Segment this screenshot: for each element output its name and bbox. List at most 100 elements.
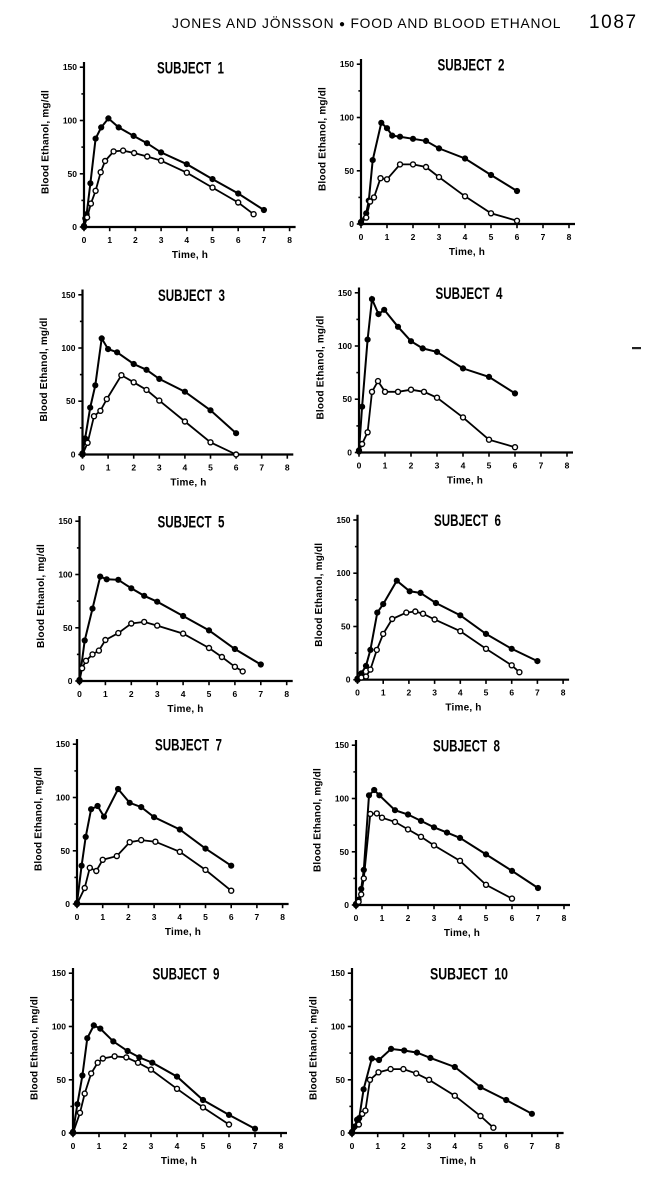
svg-text:0: 0 (350, 1141, 355, 1151)
svg-text:50: 50 (341, 622, 351, 632)
svg-text:1: 1 (100, 912, 105, 922)
svg-text:Time, h: Time, h (167, 704, 203, 715)
svg-text:Time, h: Time, h (170, 478, 206, 489)
svg-text:0: 0 (346, 675, 351, 685)
svg-text:0: 0 (77, 689, 82, 699)
svg-text:7: 7 (259, 463, 264, 473)
svg-text:1: 1 (375, 1141, 380, 1151)
svg-text:SUBJECT 2: SUBJECT 2 (438, 57, 505, 75)
svg-text:2: 2 (131, 463, 136, 473)
svg-text:SUBJECT 6: SUBJECT 6 (434, 512, 501, 530)
svg-text:8: 8 (555, 1141, 560, 1151)
svg-text:7: 7 (258, 689, 263, 699)
svg-text:3: 3 (152, 912, 157, 922)
svg-text:50: 50 (66, 396, 76, 406)
svg-text:2: 2 (411, 232, 416, 242)
svg-text:3: 3 (149, 1141, 154, 1151)
svg-text:SUBJECT 8: SUBJECT 8 (433, 738, 500, 756)
svg-text:Blood Ethanol, mg/dl: Blood Ethanol, mg/dl (36, 544, 47, 648)
svg-text:Blood Ethanol, mg/dl: Blood Ethanol, mg/dl (314, 543, 325, 647)
svg-text:0: 0 (359, 232, 364, 242)
svg-text:8: 8 (287, 235, 292, 245)
svg-text:Blood Ethanol, mg/dl: Blood Ethanol, mg/dl (318, 87, 329, 191)
svg-text:7: 7 (541, 232, 546, 242)
svg-text:150: 150 (61, 290, 75, 300)
svg-text:6: 6 (227, 1141, 232, 1151)
svg-text:Time, h: Time, h (165, 927, 201, 938)
svg-text:Blood Ethanol, mg/dl: Blood Ethanol, mg/dl (316, 315, 327, 419)
svg-text:8: 8 (561, 688, 566, 698)
svg-text:8: 8 (567, 232, 572, 242)
svg-text:5: 5 (210, 235, 215, 245)
svg-text:0: 0 (61, 1128, 66, 1138)
svg-text:1: 1 (385, 232, 390, 242)
svg-text:150: 150 (335, 740, 349, 750)
svg-text:100: 100 (336, 568, 350, 578)
svg-text:0: 0 (357, 461, 362, 471)
svg-text:7: 7 (536, 913, 541, 923)
svg-text:0: 0 (75, 912, 80, 922)
svg-text:4: 4 (452, 1141, 457, 1151)
svg-text:5: 5 (484, 688, 489, 698)
svg-text:100: 100 (331, 1022, 345, 1032)
svg-text:50: 50 (63, 623, 73, 633)
svg-text:6: 6 (504, 1141, 509, 1151)
svg-text:5: 5 (208, 463, 213, 473)
svg-text:8: 8 (279, 1141, 284, 1151)
svg-text:2: 2 (409, 461, 414, 471)
svg-text:50: 50 (68, 169, 78, 179)
svg-text:2: 2 (401, 1141, 406, 1151)
svg-text:3: 3 (155, 689, 160, 699)
svg-text:Blood Ethanol, mg/dl: Blood Ethanol, mg/dl (30, 996, 41, 1100)
svg-text:SUBJECT 9: SUBJECT 9 (153, 966, 220, 984)
svg-text:Blood Ethanol, mg/dl: Blood Ethanol, mg/dl (34, 767, 45, 871)
svg-text:0: 0 (65, 899, 70, 909)
svg-text:4: 4 (181, 689, 186, 699)
svg-text:Time, h: Time, h (445, 703, 481, 714)
svg-text:Blood Ethanol, mg/dl: Blood Ethanol, mg/dl (39, 317, 50, 421)
svg-text:1: 1 (381, 688, 386, 698)
svg-text:0: 0 (71, 450, 76, 460)
svg-text:4: 4 (177, 912, 182, 922)
svg-text:2: 2 (123, 1141, 128, 1151)
svg-text:Time, h: Time, h (440, 1156, 476, 1167)
svg-text:2: 2 (406, 913, 411, 923)
svg-text:5: 5 (478, 1141, 483, 1151)
svg-text:5: 5 (484, 913, 489, 923)
svg-text:7: 7 (262, 235, 267, 245)
svg-text:150: 150 (56, 739, 70, 749)
svg-text:8: 8 (280, 912, 285, 922)
svg-text:4: 4 (461, 461, 466, 471)
svg-text:100: 100 (335, 794, 349, 804)
svg-text:6: 6 (236, 235, 241, 245)
svg-text:1: 1 (107, 235, 112, 245)
svg-text:Blood Ethanol, mg/dl: Blood Ethanol, mg/dl (41, 90, 52, 194)
svg-text:2: 2 (126, 912, 131, 922)
svg-text:3: 3 (432, 688, 437, 698)
svg-text:150: 150 (340, 59, 354, 69)
svg-text:0: 0 (344, 900, 349, 910)
svg-text:6: 6 (234, 463, 239, 473)
svg-text:0: 0 (82, 235, 87, 245)
svg-text:7: 7 (539, 461, 544, 471)
svg-text:100: 100 (56, 793, 70, 803)
svg-text:6: 6 (233, 689, 238, 699)
svg-text:7: 7 (535, 688, 540, 698)
svg-text:50: 50 (340, 847, 350, 857)
svg-text:4: 4 (458, 688, 463, 698)
svg-text:0: 0 (80, 463, 85, 473)
svg-text:7: 7 (255, 912, 260, 922)
svg-text:2: 2 (133, 235, 138, 245)
svg-text:1: 1 (97, 1141, 102, 1151)
svg-text:150: 150 (58, 516, 72, 526)
svg-text:50: 50 (57, 1075, 67, 1085)
svg-text:1: 1 (380, 913, 385, 923)
svg-text:Time, h: Time, h (449, 247, 485, 258)
svg-text:3: 3 (159, 235, 164, 245)
svg-text:0: 0 (354, 913, 359, 923)
svg-text:5: 5 (203, 912, 208, 922)
svg-text:50: 50 (61, 846, 71, 856)
svg-text:6: 6 (229, 912, 234, 922)
svg-text:4: 4 (458, 913, 463, 923)
svg-text:Time, h: Time, h (172, 250, 208, 261)
